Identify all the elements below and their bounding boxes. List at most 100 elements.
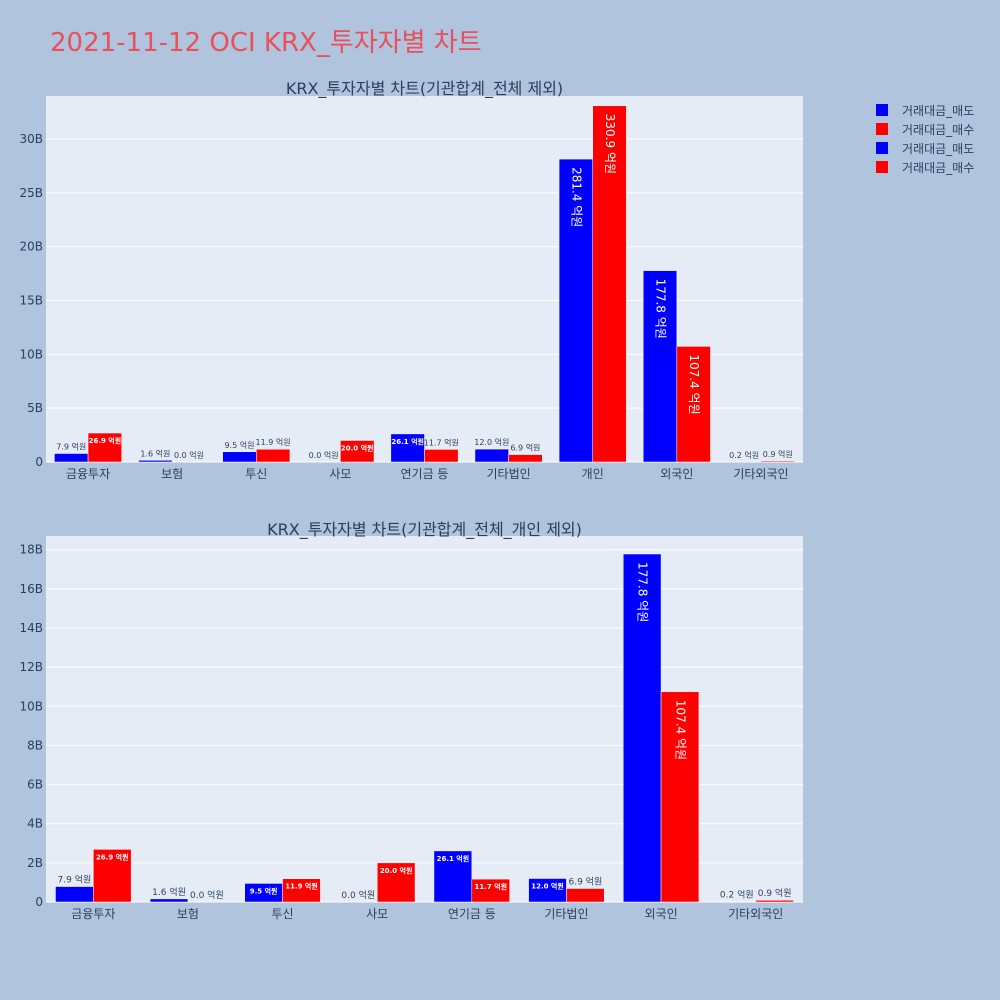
bar-buy[interactable]	[660, 691, 700, 903]
y-tick-label: 10B	[19, 347, 43, 361]
x-tick-label: 기타법인	[487, 467, 531, 481]
data-label: 1.6 억원	[152, 886, 186, 898]
y-tick-label: 0	[35, 895, 43, 909]
data-label: 12.0 억원	[474, 437, 509, 447]
legend-swatch[interactable]	[876, 104, 888, 116]
data-label: 0.9 억원	[758, 887, 792, 899]
data-label: 9.5 억원	[250, 886, 278, 895]
legend-swatch[interactable]	[876, 161, 888, 173]
y-tick-label: 20B	[19, 240, 43, 254]
bar-buy[interactable]	[471, 878, 510, 903]
x-tick-label: 기타외국인	[728, 907, 783, 921]
data-label: 20.0 억원	[341, 443, 374, 452]
chart-top: 0 5B 10B 15B 20B 25B 30B KRX_투자자별 차트(기관합계_전체 제외…	[19, 79, 803, 481]
x-tick-label: 보험	[177, 907, 199, 921]
legend-label[interactable]: 거래대금_매도	[902, 104, 974, 118]
data-label: 1.6 억원	[140, 448, 170, 458]
data-label: 9.5 억원	[224, 440, 254, 450]
bar-buy[interactable]	[87, 432, 122, 463]
legend-label[interactable]: 거래대금_매도	[902, 142, 974, 156]
bar-buy[interactable]	[424, 449, 459, 463]
x-tick-label: 연기금 등	[401, 467, 449, 481]
bar-sell[interactable]	[390, 433, 425, 463]
data-label: 26.9 억원	[89, 436, 122, 445]
legend-swatch[interactable]	[876, 123, 888, 135]
bar-sell[interactable]	[149, 898, 189, 903]
data-label: 26.1 억원	[391, 437, 424, 446]
data-label: 6.9 억원	[510, 443, 540, 453]
subplot-title: KRX_투자자별 차트(기관합계_전체 제외)	[286, 79, 563, 99]
y-tick-label: 6B	[27, 778, 43, 792]
x-tick-label: 기타법인	[544, 907, 588, 921]
x-tick-label: 외국인	[660, 467, 693, 481]
data-label: 12.0 억원	[531, 882, 564, 891]
bar-sell[interactable]	[622, 553, 662, 903]
x-tick-label: 사모	[329, 467, 351, 481]
legend-swatch[interactable]	[876, 142, 888, 154]
bar-buy[interactable]	[755, 899, 794, 903]
bar-buy[interactable]	[376, 862, 416, 903]
bar-sell[interactable]	[642, 270, 678, 463]
x-tick-label: 연기금 등	[448, 907, 496, 921]
bar-buy[interactable]	[760, 460, 795, 463]
bar-buy[interactable]	[566, 888, 605, 903]
data-label: 7.9 억원	[56, 441, 86, 451]
x-tick-label: 투신	[245, 467, 267, 481]
x-tick-label: 금융투자	[66, 467, 110, 481]
y-tick-label: 10B	[19, 699, 43, 713]
y-tick-label: 8B	[27, 738, 43, 752]
x-tick-label: 외국인	[645, 907, 678, 921]
data-label: 6.9 억원	[568, 875, 602, 887]
bar-buy[interactable]	[508, 454, 543, 463]
bar-buy[interactable]	[282, 878, 321, 903]
data-label: 0.0 억원	[341, 889, 375, 901]
bar-buy[interactable]	[676, 346, 711, 463]
data-label: 0.2 억원	[729, 450, 759, 460]
data-label: 0.2 억원	[720, 889, 754, 901]
data-label: 0.0 억원	[190, 889, 224, 901]
x-tick-label: 금융투자	[71, 907, 115, 921]
bar-sell[interactable]	[433, 850, 473, 903]
bar-buy[interactable]	[592, 105, 627, 463]
y-tick-label: 25B	[19, 186, 43, 200]
y-tick-label: 12B	[19, 660, 43, 674]
x-tick-label: 보험	[161, 467, 183, 481]
data-label: 177.8 억원	[636, 562, 650, 622]
bar-buy[interactable]	[340, 440, 375, 463]
y-tick-label: 16B	[19, 582, 43, 596]
subplot-title: KRX_투자자별 차트(기관합계_전체_개인 제외)	[267, 520, 582, 540]
bar-sell[interactable]	[55, 886, 94, 903]
y-tick-label: 0	[35, 455, 43, 469]
bar-sell[interactable]	[474, 448, 509, 463]
x-tick-label: 투신	[272, 907, 294, 921]
bar-sell[interactable]	[222, 451, 257, 463]
x-tick-label: 사모	[366, 907, 388, 921]
data-label: 11.9 억원	[256, 437, 291, 447]
bar-sell[interactable]	[54, 453, 89, 463]
legend-label[interactable]: 거래대금_매수	[902, 123, 974, 137]
y-tick-label: 30B	[19, 132, 43, 146]
data-label: 107.4 억원	[687, 354, 701, 414]
legend-label[interactable]: 거래대금_매수	[902, 161, 974, 175]
data-label: 0.0 억원	[174, 450, 204, 460]
data-label: 26.9 억원	[96, 852, 129, 861]
bar-buy[interactable]	[256, 448, 291, 463]
y-tick-label: 4B	[27, 817, 43, 831]
y-tick-label: 2B	[27, 856, 43, 870]
x-tick-label: 기타외국인	[733, 467, 788, 481]
bar-buy[interactable]	[93, 849, 132, 903]
data-label: 20.0 억원	[380, 866, 413, 875]
data-label: 11.7 억원	[474, 882, 507, 891]
data-label: 330.9 억원	[603, 114, 617, 174]
y-tick-label: 5B	[27, 401, 43, 415]
y-tick-label: 14B	[19, 621, 43, 635]
bar-sell[interactable]	[558, 158, 593, 463]
data-label: 11.9 억원	[285, 882, 318, 891]
data-label: 11.7 억원	[424, 437, 459, 447]
chart-bottom: 0 2B 4B 6B 8B 10B 12B 14B 16B 18B KRX_투자자별 차트(기관합계…	[19, 520, 803, 921]
data-label: 7.9 억원	[58, 874, 92, 886]
bar-sell[interactable]	[138, 460, 173, 463]
data-label: 26.1 억원	[437, 854, 470, 863]
